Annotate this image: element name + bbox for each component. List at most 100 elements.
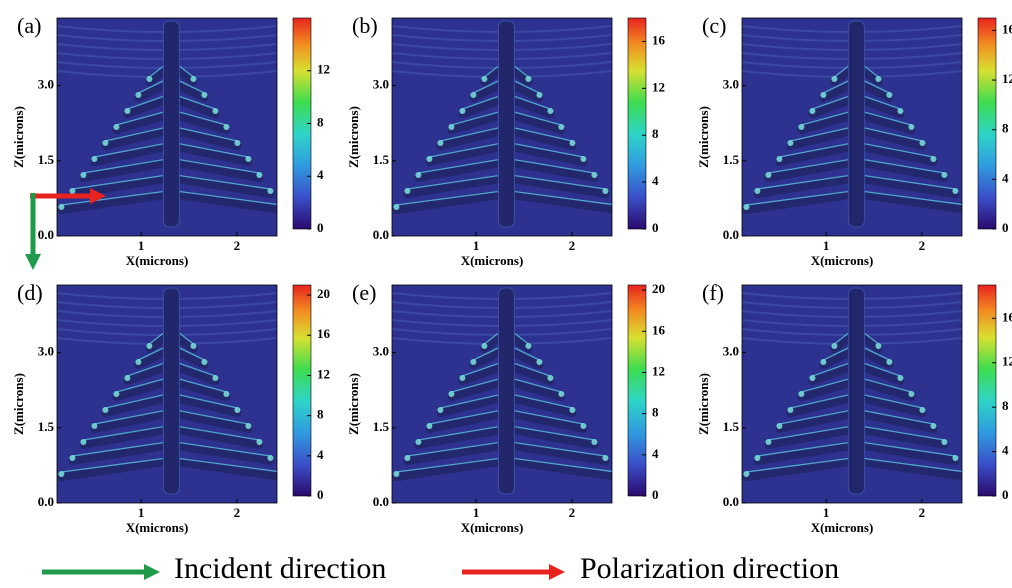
x-axis-label: X(microns) <box>461 520 524 535</box>
panel-label: (f) <box>702 280 724 305</box>
hot-spot <box>124 108 130 114</box>
trunk <box>163 288 179 494</box>
colorbar-tick-label: 12 <box>317 366 330 381</box>
hot-spot <box>481 343 487 349</box>
colorbar-tick-label: 16 <box>1002 21 1012 36</box>
hot-spot <box>448 124 454 130</box>
hot-spot <box>908 391 914 397</box>
hot-spot <box>886 92 892 98</box>
hot-spot <box>613 471 619 477</box>
hot-spot <box>754 455 760 461</box>
x-tick-label: 1 <box>138 238 145 253</box>
colorbar-tick-label: 0 <box>652 220 659 235</box>
colorbar-tick-label: 16 <box>652 322 666 337</box>
legend-label: Polarization direction <box>580 552 839 585</box>
field-image <box>57 285 284 503</box>
hot-spot <box>952 455 958 461</box>
x-tick-label: 2 <box>919 505 926 520</box>
hot-spot <box>245 156 251 162</box>
colorbar-tick-label: 12 <box>317 62 330 77</box>
field-image <box>742 285 969 503</box>
hot-spot <box>212 375 218 381</box>
hot-spot <box>580 156 586 162</box>
field-image <box>392 285 619 503</box>
y-axis-label: Z(microns) <box>696 373 711 435</box>
colorbar <box>628 18 646 229</box>
hot-spot <box>278 471 284 477</box>
hot-spot <box>58 204 64 210</box>
colorbar-tick-label: 12 <box>652 79 665 94</box>
hot-spot <box>809 108 815 114</box>
colorbar-tick-label: 4 <box>317 167 324 182</box>
figure: 120.01.53.0X(microns)Z(microns)(a)048121… <box>0 0 1012 588</box>
colorbar-tick-label: 4 <box>652 446 659 461</box>
hot-spot <box>470 359 476 365</box>
hot-spot <box>930 423 936 429</box>
hot-spot <box>919 140 925 146</box>
hot-spot <box>963 204 969 210</box>
colorbar-tick-label: 20 <box>317 286 330 301</box>
y-tick-label: 0.0 <box>723 227 739 242</box>
hot-spot <box>448 391 454 397</box>
hot-spot <box>256 172 262 178</box>
hot-spot <box>831 343 837 349</box>
hot-spot <box>941 172 947 178</box>
hot-spot <box>897 108 903 114</box>
y-tick-label: 1.5 <box>373 419 390 434</box>
hot-spot <box>820 92 826 98</box>
panel-label: (d) <box>17 280 43 305</box>
trunk <box>848 288 864 494</box>
colorbar-tick-label: 4 <box>1002 443 1009 458</box>
hot-spot <box>415 439 421 445</box>
hot-spot <box>393 471 399 477</box>
hot-spot <box>787 140 793 146</box>
colorbar <box>978 18 996 229</box>
legend-arrow-head <box>549 564 565 580</box>
hot-spot <box>245 423 251 429</box>
y-tick-label: 3.0 <box>373 77 389 92</box>
x-axis-label: X(microns) <box>811 520 874 535</box>
colorbar-tick-label: 8 <box>652 126 659 141</box>
trunk <box>163 21 179 227</box>
hot-spot <box>69 455 75 461</box>
hot-spot <box>234 140 240 146</box>
hot-spot <box>426 156 432 162</box>
hot-spot <box>201 359 207 365</box>
y-tick-label: 3.0 <box>373 344 389 359</box>
colorbar-tick-label: 0 <box>1002 487 1009 502</box>
hot-spot <box>776 423 782 429</box>
hot-spot <box>135 359 141 365</box>
colorbar-tick-label: 8 <box>317 407 324 422</box>
x-axis-label: X(microns) <box>811 253 874 268</box>
y-axis-label: Z(microns) <box>346 373 361 435</box>
y-tick-label: 0.0 <box>723 494 739 509</box>
legend-label: Incident direction <box>174 552 386 585</box>
hot-spot <box>146 343 152 349</box>
hot-spot <box>787 407 793 413</box>
hot-spot <box>743 471 749 477</box>
y-axis-label: Z(microns) <box>696 106 711 168</box>
field-map <box>742 18 969 236</box>
hot-spot <box>124 375 130 381</box>
x-tick-label: 2 <box>569 238 576 253</box>
hot-spot <box>278 204 284 210</box>
hot-spot <box>886 359 892 365</box>
colorbar-tick-label: 20 <box>652 281 665 296</box>
hot-spot <box>223 391 229 397</box>
hot-spot <box>743 204 749 210</box>
y-tick-label: 0.0 <box>38 494 54 509</box>
colorbar-tick-label: 8 <box>1002 398 1009 413</box>
y-tick-label: 1.5 <box>373 152 390 167</box>
hot-spot <box>426 423 432 429</box>
hot-spot <box>135 92 141 98</box>
panel-label: (e) <box>352 280 376 305</box>
y-tick-label: 1.5 <box>38 152 55 167</box>
colorbar-tick-label: 8 <box>652 405 659 420</box>
hot-spot <box>201 92 207 98</box>
colorbar-tick-label: 12 <box>1002 354 1012 369</box>
colorbar <box>293 285 311 496</box>
panel-label: (b) <box>352 13 378 38</box>
hot-spot <box>256 439 262 445</box>
hot-spot <box>875 343 881 349</box>
hot-spot <box>223 124 229 130</box>
